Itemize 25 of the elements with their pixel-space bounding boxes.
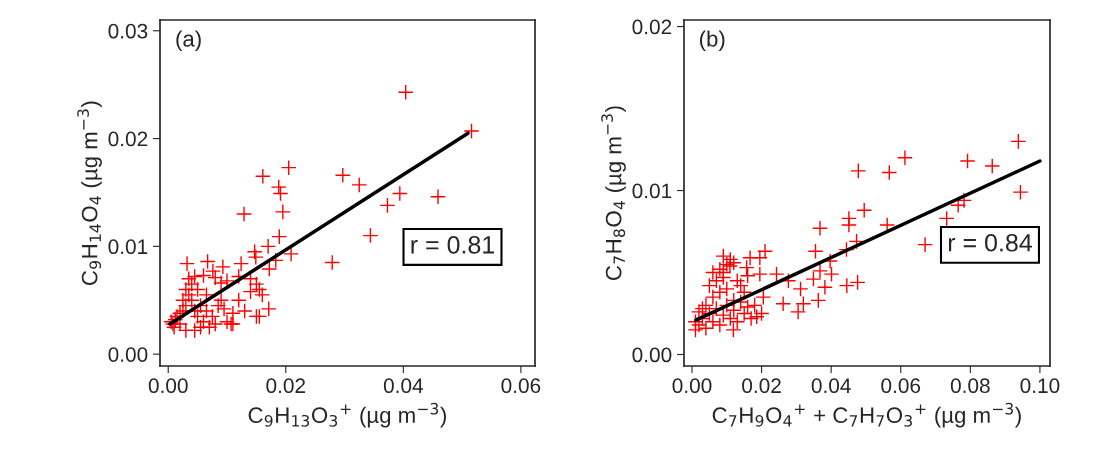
x-tick-label: 0.02: [742, 378, 781, 394]
text: C$_{7}$H$_{9}$O$_{4}$$^{+}$ + C$_{7}$H$_{7}$O$_{3}$$^{+}$ (µg m$^{−3}$): [712, 402, 1021, 428]
annotation: r = 0.81: [411, 235, 495, 254]
text: C$_{9}$H$_{13}$O$_{3}$$^{+}$ (µg m$^{−3}$): [248, 402, 446, 428]
y-tick-label: 0.01: [108, 239, 148, 255]
x-tick-label: 0.04: [383, 378, 423, 394]
x-tick-label: 0.06: [881, 378, 921, 394]
y-tick-label: 0.01: [632, 183, 672, 199]
y-tick-label: 0.00: [108, 347, 148, 362]
chart-title: (a): [176, 30, 201, 52]
y-tick-label: 0.02: [632, 19, 672, 35]
x-tick-label: 0.06: [501, 378, 541, 394]
y-tick-label: 0.03: [108, 23, 148, 39]
x-tick-label: 0.04: [811, 378, 851, 394]
x-tick-label: 0.00: [148, 378, 188, 394]
y-tick-label: 0.00: [632, 347, 672, 363]
y-tick-label: 0.02: [108, 131, 148, 147]
text: C$_{9}$H$_{14}$O$_{4}$ (µg m$^{−3}$): [77, 101, 102, 285]
text: C$_{7}$H$_{8}$O$_{4}$ (µg m$^{−3}$): [601, 106, 626, 280]
x-tick-label: 0.08: [950, 378, 990, 394]
x-tick-label: 0.02: [266, 378, 306, 394]
x-tick-label: 0.00: [672, 378, 712, 394]
x-tick-label: 0.10: [1020, 378, 1060, 394]
annotation: r = 0.84: [948, 233, 1032, 252]
chart-title: (b): [700, 30, 725, 52]
